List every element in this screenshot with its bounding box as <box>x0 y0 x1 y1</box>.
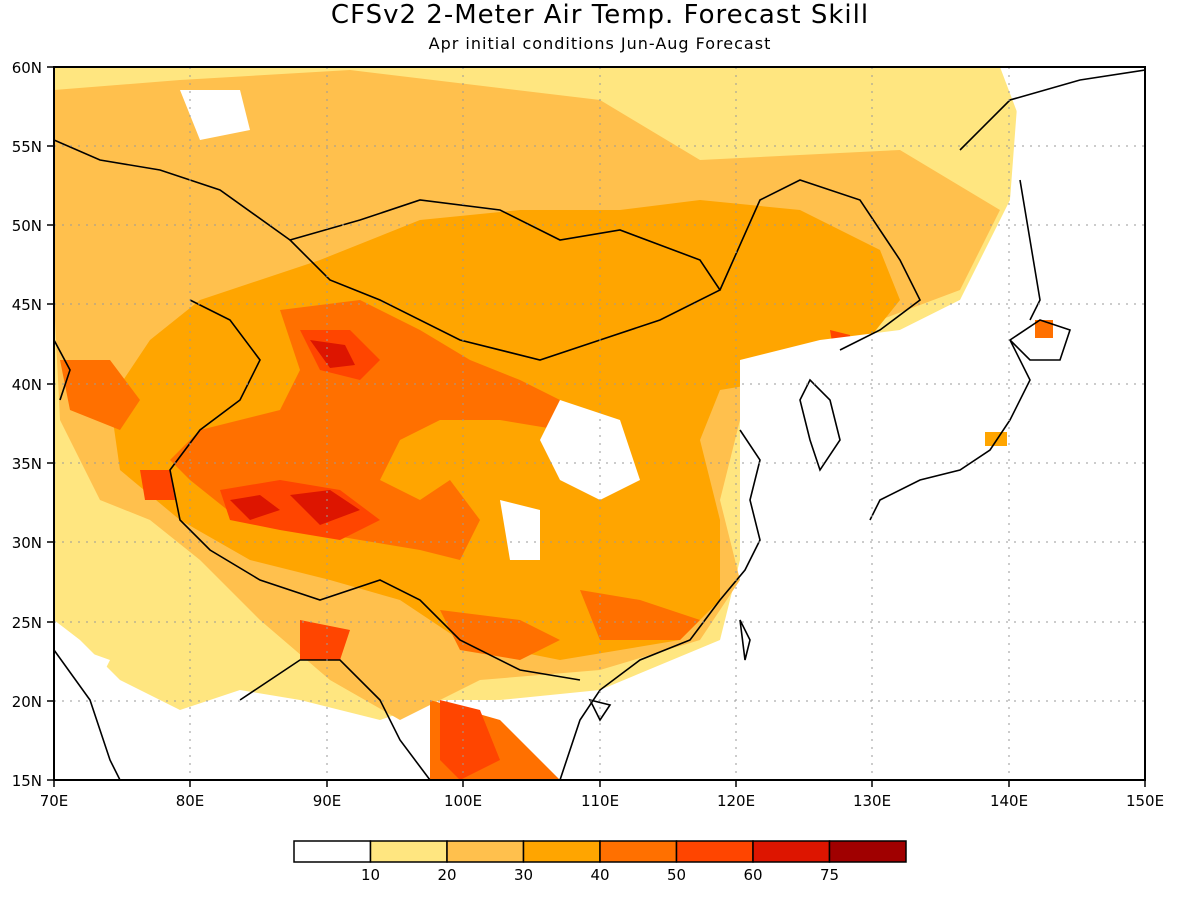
lat-label: 50N <box>12 217 42 235</box>
colorbar-label: 50 <box>667 866 686 884</box>
lon-labels: 70E 80E 90E 100E 110E 120E 130E 140E 150… <box>40 792 1164 810</box>
coastline-korea <box>799 378 841 472</box>
skill-gap-5 <box>740 300 1145 780</box>
coastline-taiwan <box>739 619 751 661</box>
skill-gap-4 <box>54 640 110 700</box>
colorbar-swatch <box>369 840 448 863</box>
lat-label: 40N <box>12 376 42 394</box>
colorbar-swatch <box>828 840 907 863</box>
border-russia <box>54 139 291 241</box>
skill-spot-japan-2 <box>985 432 1007 446</box>
colorbar-label: 10 <box>361 866 380 884</box>
lon-label: 150E <box>1126 792 1164 810</box>
skill-region-50-60-c <box>440 700 500 780</box>
skill-region-50-60-d <box>300 620 350 660</box>
coastlines <box>54 69 1145 780</box>
colorbar-label: 60 <box>743 866 762 884</box>
map-subtitle: Apr initial conditions Jun-Aug Forecast <box>428 34 772 53</box>
border-china-west <box>169 299 581 681</box>
colorbar-swatch <box>599 840 678 863</box>
skill-region-40-50-d <box>60 360 140 430</box>
lat-label: 25N <box>12 614 42 632</box>
gridlines <box>54 67 1145 780</box>
lon-label: 100E <box>444 792 482 810</box>
coastline-sakhalin <box>1019 179 1041 321</box>
colorbar-swatch <box>446 840 525 863</box>
skill-region-60-75-c <box>290 490 360 525</box>
colorbar-swatch <box>675 840 754 863</box>
lon-label: 70E <box>40 792 69 810</box>
colorbar-swatch <box>752 840 831 863</box>
colorbar-label: 20 <box>437 866 456 884</box>
coastline-east-asia <box>559 429 761 780</box>
map-title: CFSv2 2-Meter Air Temp. Forecast Skill <box>330 0 870 30</box>
lat-label: 55N <box>12 138 42 156</box>
skill-region-50-60-e <box>140 470 175 500</box>
lat-label: 30N <box>12 534 42 552</box>
coastline-okhotsk <box>959 69 1145 151</box>
coastline-hokkaido <box>1008 319 1072 361</box>
skill-field <box>54 67 1145 780</box>
lon-label: 90E <box>313 792 342 810</box>
lon-label: 110E <box>581 792 619 810</box>
skill-gap-1 <box>540 400 640 500</box>
skill-gap-6 <box>1000 67 1145 300</box>
lon-label: 140E <box>990 792 1028 810</box>
colorbar: 10 20 30 40 50 60 75 <box>293 840 907 884</box>
lat-labels: 15N 20N 25N 30N 35N 40N 45N 50N 55N 60N <box>12 59 42 790</box>
lat-label: 35N <box>12 455 42 473</box>
colorbar-swatch <box>522 840 601 863</box>
skill-region-40-50-e <box>580 590 700 640</box>
lat-label: 15N <box>12 772 42 790</box>
skill-spot-japan <box>1035 320 1053 338</box>
skill-gap-3 <box>500 500 540 560</box>
colorbar-swatch <box>293 840 372 863</box>
border-northeast <box>719 179 922 351</box>
coastline-hainan <box>588 698 612 722</box>
lat-label: 60N <box>12 59 42 77</box>
lat-label: 45N <box>12 296 42 314</box>
skill-region-60-75 <box>310 340 355 368</box>
lon-label: 120E <box>717 792 755 810</box>
lon-label: 130E <box>853 792 891 810</box>
colorbar-label: 30 <box>514 866 533 884</box>
lon-label: 80E <box>176 792 205 810</box>
coastline-caspian <box>54 339 71 401</box>
lat-label: 20N <box>12 693 42 711</box>
coastline-bay-of-bengal <box>239 659 431 780</box>
skill-region-60-75-b <box>230 495 280 520</box>
colorbar-label: 40 <box>590 866 609 884</box>
tick-marks <box>47 66 1146 787</box>
coastline-japan <box>869 339 1031 521</box>
skill-gap-2 <box>180 90 250 140</box>
colorbar-label: 75 <box>820 866 839 884</box>
coastline-india-west <box>54 649 121 780</box>
